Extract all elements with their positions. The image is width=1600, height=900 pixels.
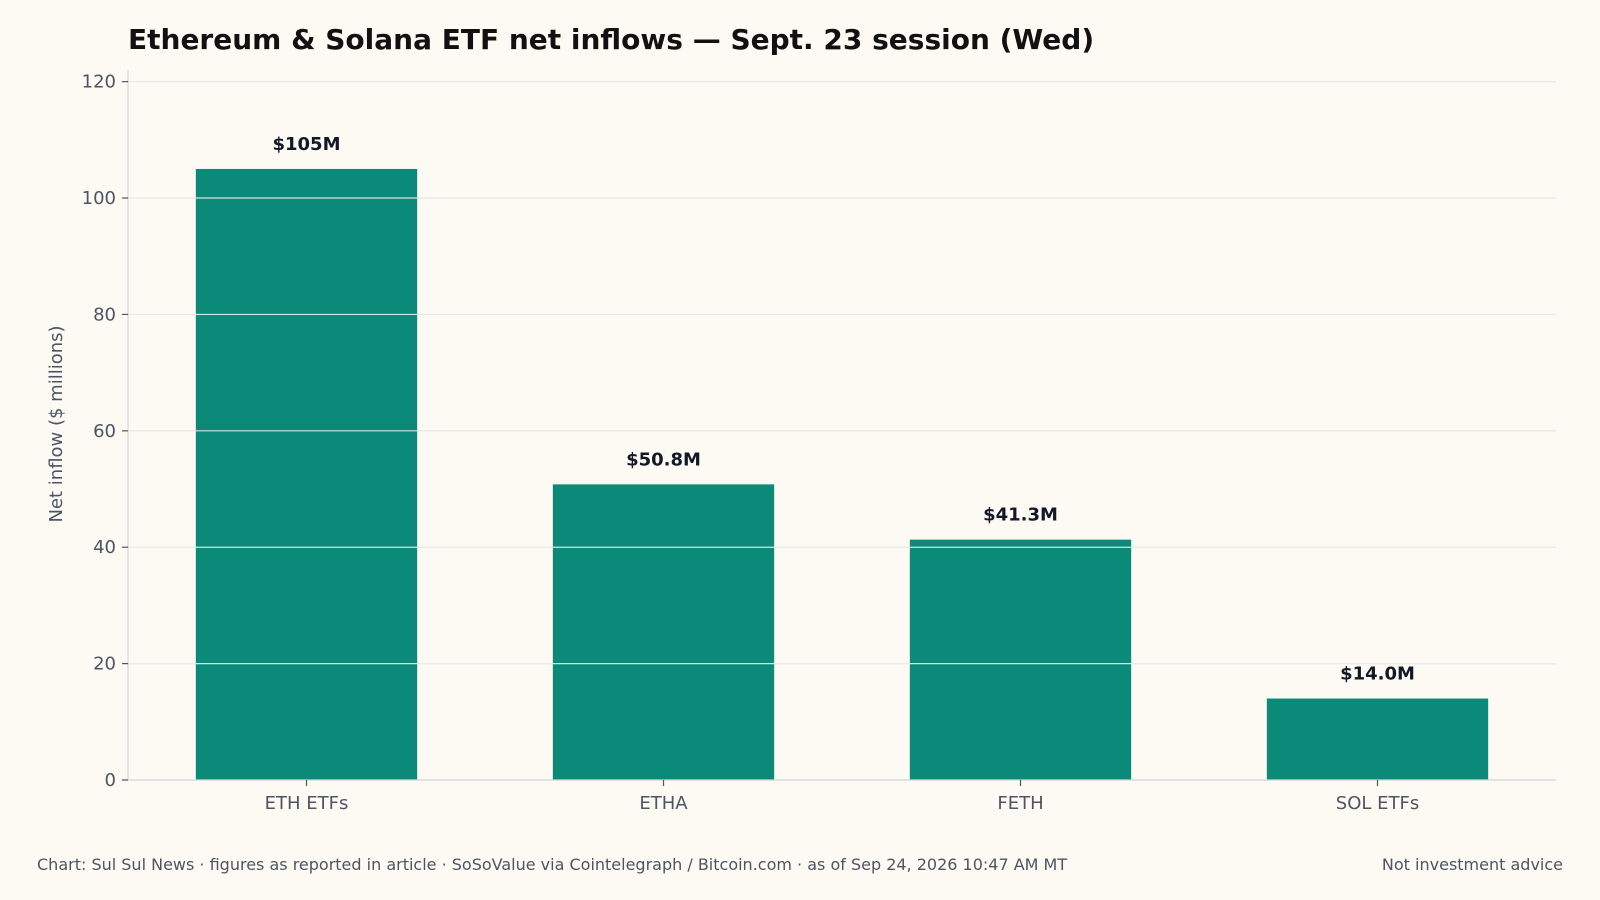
data-label: $105M bbox=[272, 134, 340, 155]
x-tick-label: ETH ETFs bbox=[265, 793, 349, 814]
source-note: Chart: Sul Sul News · figures as reporte… bbox=[37, 855, 1067, 874]
y-tick-label: 80 bbox=[93, 304, 116, 325]
data-label: $50.8M bbox=[626, 449, 701, 470]
y-tick-label: 40 bbox=[93, 537, 116, 558]
x-tick-label: FETH bbox=[997, 793, 1043, 814]
y-tick-label: 20 bbox=[93, 654, 116, 675]
y-tick-label: 0 bbox=[105, 770, 116, 791]
gridlines-over-bars bbox=[128, 81, 1556, 665]
data-label: $41.3M bbox=[983, 505, 1058, 526]
y-tick-label: 100 bbox=[82, 188, 116, 209]
bar-sol-etfs bbox=[1266, 698, 1489, 780]
y-tick-label: 60 bbox=[93, 421, 116, 442]
disclaimer-note: Not investment advice bbox=[1382, 855, 1563, 874]
bars bbox=[195, 168, 1489, 780]
y-tick-label: 120 bbox=[82, 72, 116, 93]
axes: 0 20 40 60 80 100 120 ETH ETFs ETHA FETH SOL ETFs bbox=[82, 70, 1556, 814]
y-axis-title: Net inflow ($ millions) bbox=[46, 325, 67, 522]
data-label: $14.0M bbox=[1340, 664, 1415, 685]
chart-title: Ethereum & Solana ETF net inflows — Sept… bbox=[128, 23, 1094, 56]
bar-feth bbox=[909, 539, 1132, 780]
bar-etha bbox=[552, 484, 775, 780]
data-labels: $105M $50.8M $41.3M $14.0M bbox=[272, 134, 1414, 685]
bar-eth-etfs bbox=[195, 168, 418, 780]
x-tick-label: ETHA bbox=[639, 793, 688, 814]
x-tick-label: SOL ETFs bbox=[1336, 793, 1419, 814]
